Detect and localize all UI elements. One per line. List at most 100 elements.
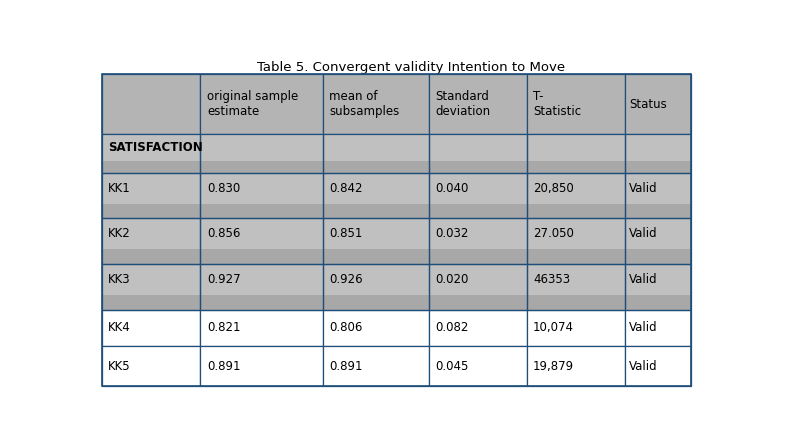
Text: Valid: Valid — [629, 273, 658, 286]
Bar — [200, 204, 322, 219]
Text: 0.040: 0.040 — [435, 182, 468, 195]
Text: Valid: Valid — [629, 360, 658, 373]
Bar — [625, 74, 691, 134]
Bar — [102, 346, 200, 386]
Bar — [527, 74, 625, 134]
Bar — [527, 161, 625, 173]
Bar — [429, 219, 527, 264]
Bar — [200, 295, 322, 310]
Bar — [429, 250, 527, 264]
Bar — [200, 134, 322, 161]
Bar — [625, 134, 691, 173]
Text: KK5: KK5 — [108, 360, 131, 373]
Bar — [200, 264, 322, 295]
Bar — [527, 219, 625, 264]
Bar — [102, 204, 200, 219]
Bar — [429, 173, 527, 204]
Bar — [322, 134, 429, 173]
Bar — [102, 219, 200, 264]
Bar — [102, 161, 200, 173]
Text: KK3: KK3 — [108, 273, 131, 286]
Bar — [200, 134, 322, 173]
Bar — [200, 173, 322, 204]
Bar — [625, 250, 691, 264]
Bar — [625, 264, 691, 310]
Bar — [200, 219, 322, 250]
Bar — [102, 173, 200, 204]
Bar — [625, 161, 691, 173]
Bar — [625, 204, 691, 219]
Bar — [200, 310, 322, 346]
Bar — [322, 346, 429, 386]
Bar — [625, 295, 691, 310]
Text: SATISFACTION: SATISFACTION — [108, 141, 203, 154]
Bar — [200, 264, 322, 310]
Bar — [527, 173, 625, 204]
Bar — [429, 295, 527, 310]
Bar — [625, 134, 691, 161]
Text: 0.856: 0.856 — [208, 227, 241, 240]
Text: 0.842: 0.842 — [329, 182, 363, 195]
Text: 0.806: 0.806 — [329, 321, 363, 334]
Bar — [322, 134, 429, 161]
Bar — [527, 204, 625, 219]
Text: Table 5. Convergent validity Intention to Move: Table 5. Convergent validity Intention t… — [257, 61, 565, 74]
Bar — [429, 161, 527, 173]
Bar — [322, 250, 429, 264]
Bar — [527, 250, 625, 264]
Bar — [322, 173, 429, 219]
Text: mean of
subsamples: mean of subsamples — [329, 91, 399, 118]
Text: 27.050: 27.050 — [533, 227, 574, 240]
Bar — [102, 264, 200, 295]
Bar — [102, 264, 200, 310]
Bar — [429, 134, 527, 161]
Bar — [200, 173, 322, 219]
Bar — [429, 134, 527, 173]
Bar — [322, 173, 429, 204]
Bar — [102, 295, 200, 310]
Bar — [200, 74, 322, 134]
Text: Valid: Valid — [629, 227, 658, 240]
Bar — [527, 264, 625, 310]
Text: 20,850: 20,850 — [533, 182, 573, 195]
Text: 0.830: 0.830 — [208, 182, 241, 195]
Bar — [429, 204, 527, 219]
Bar — [429, 173, 527, 219]
Text: 46353: 46353 — [533, 273, 570, 286]
Bar — [102, 134, 200, 173]
Bar — [527, 264, 625, 295]
Text: 0.821: 0.821 — [208, 321, 241, 334]
Text: KK1: KK1 — [108, 182, 131, 195]
Text: 0.032: 0.032 — [435, 227, 468, 240]
Bar — [429, 219, 527, 250]
Bar — [102, 250, 200, 264]
Bar — [200, 346, 322, 386]
Bar — [322, 264, 429, 295]
Bar — [429, 74, 527, 134]
Bar — [200, 161, 322, 173]
Text: 0.926: 0.926 — [329, 273, 363, 286]
Bar — [527, 173, 625, 219]
Bar — [322, 295, 429, 310]
Bar — [527, 219, 625, 250]
Text: KK2: KK2 — [108, 227, 131, 240]
Bar — [322, 161, 429, 173]
Text: 0.891: 0.891 — [329, 360, 363, 373]
Text: 0.851: 0.851 — [329, 227, 363, 240]
Bar — [200, 219, 322, 264]
Bar — [527, 134, 625, 161]
Bar — [429, 264, 527, 295]
Bar — [429, 264, 527, 310]
Bar — [102, 310, 200, 346]
Bar — [625, 173, 691, 219]
Bar — [322, 264, 429, 310]
Text: Status: Status — [629, 98, 666, 111]
Bar — [322, 204, 429, 219]
Bar — [527, 310, 625, 346]
Bar — [322, 310, 429, 346]
Bar — [322, 219, 429, 250]
Text: 0.082: 0.082 — [435, 321, 468, 334]
Bar — [625, 219, 691, 250]
Bar — [322, 74, 429, 134]
Text: original sample
estimate: original sample estimate — [208, 91, 298, 118]
